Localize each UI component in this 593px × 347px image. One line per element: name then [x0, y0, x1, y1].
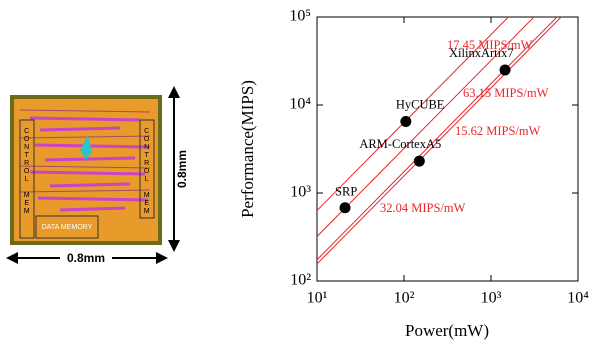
page: CONTROL MEM CONTROL MEM DATA MEMORY 0.8m…: [0, 0, 593, 347]
point-label: XilinxArtix7: [449, 46, 514, 60]
efficiency-label: 15.62 MIPS/mW: [455, 124, 541, 138]
efficiency-label: 32.04 MIPS/mW: [380, 201, 466, 215]
point: [500, 64, 511, 75]
figure: CONTROL MEM CONTROL MEM DATA MEMORY 0.8m…: [0, 0, 593, 347]
point-label: HyCUBE: [396, 97, 445, 111]
point: [340, 202, 351, 213]
left-block-label: CONTROL MEM: [23, 128, 30, 216]
x-tick-label: 10³: [481, 290, 502, 307]
right-block-label: CONTROL MEM: [143, 128, 150, 216]
width-label: 0.8mm: [67, 251, 105, 265]
bottom-block-label: DATA MEMORY: [42, 224, 93, 231]
efficiency-line: [317, 0, 578, 211]
x-tick-label: 10²: [394, 290, 415, 307]
point-label: SRP: [335, 185, 357, 199]
x-tick-label: 10¹: [307, 290, 328, 307]
y-axis-label: Performance(MIPS): [238, 80, 257, 218]
x-tick-label: 10⁴: [567, 290, 589, 307]
y-tick-label: 10²: [290, 272, 311, 289]
point: [400, 116, 411, 127]
x-axis-label: Power(mW): [405, 321, 489, 340]
y-tick-label: 10⁴: [289, 96, 311, 113]
die-image: CONTROL MEM CONTROL MEM DATA MEMORY: [10, 95, 162, 245]
plot-frame: [317, 17, 578, 281]
y-tick-label: 10⁵: [289, 8, 311, 25]
point: [414, 156, 425, 167]
point-label: ARM-CortexA5: [359, 137, 441, 151]
y-tick-label: 10³: [290, 184, 311, 201]
efficiency-label: 63.15 MIPS/mW: [463, 86, 549, 100]
height-label: 0.8mm: [175, 150, 189, 188]
